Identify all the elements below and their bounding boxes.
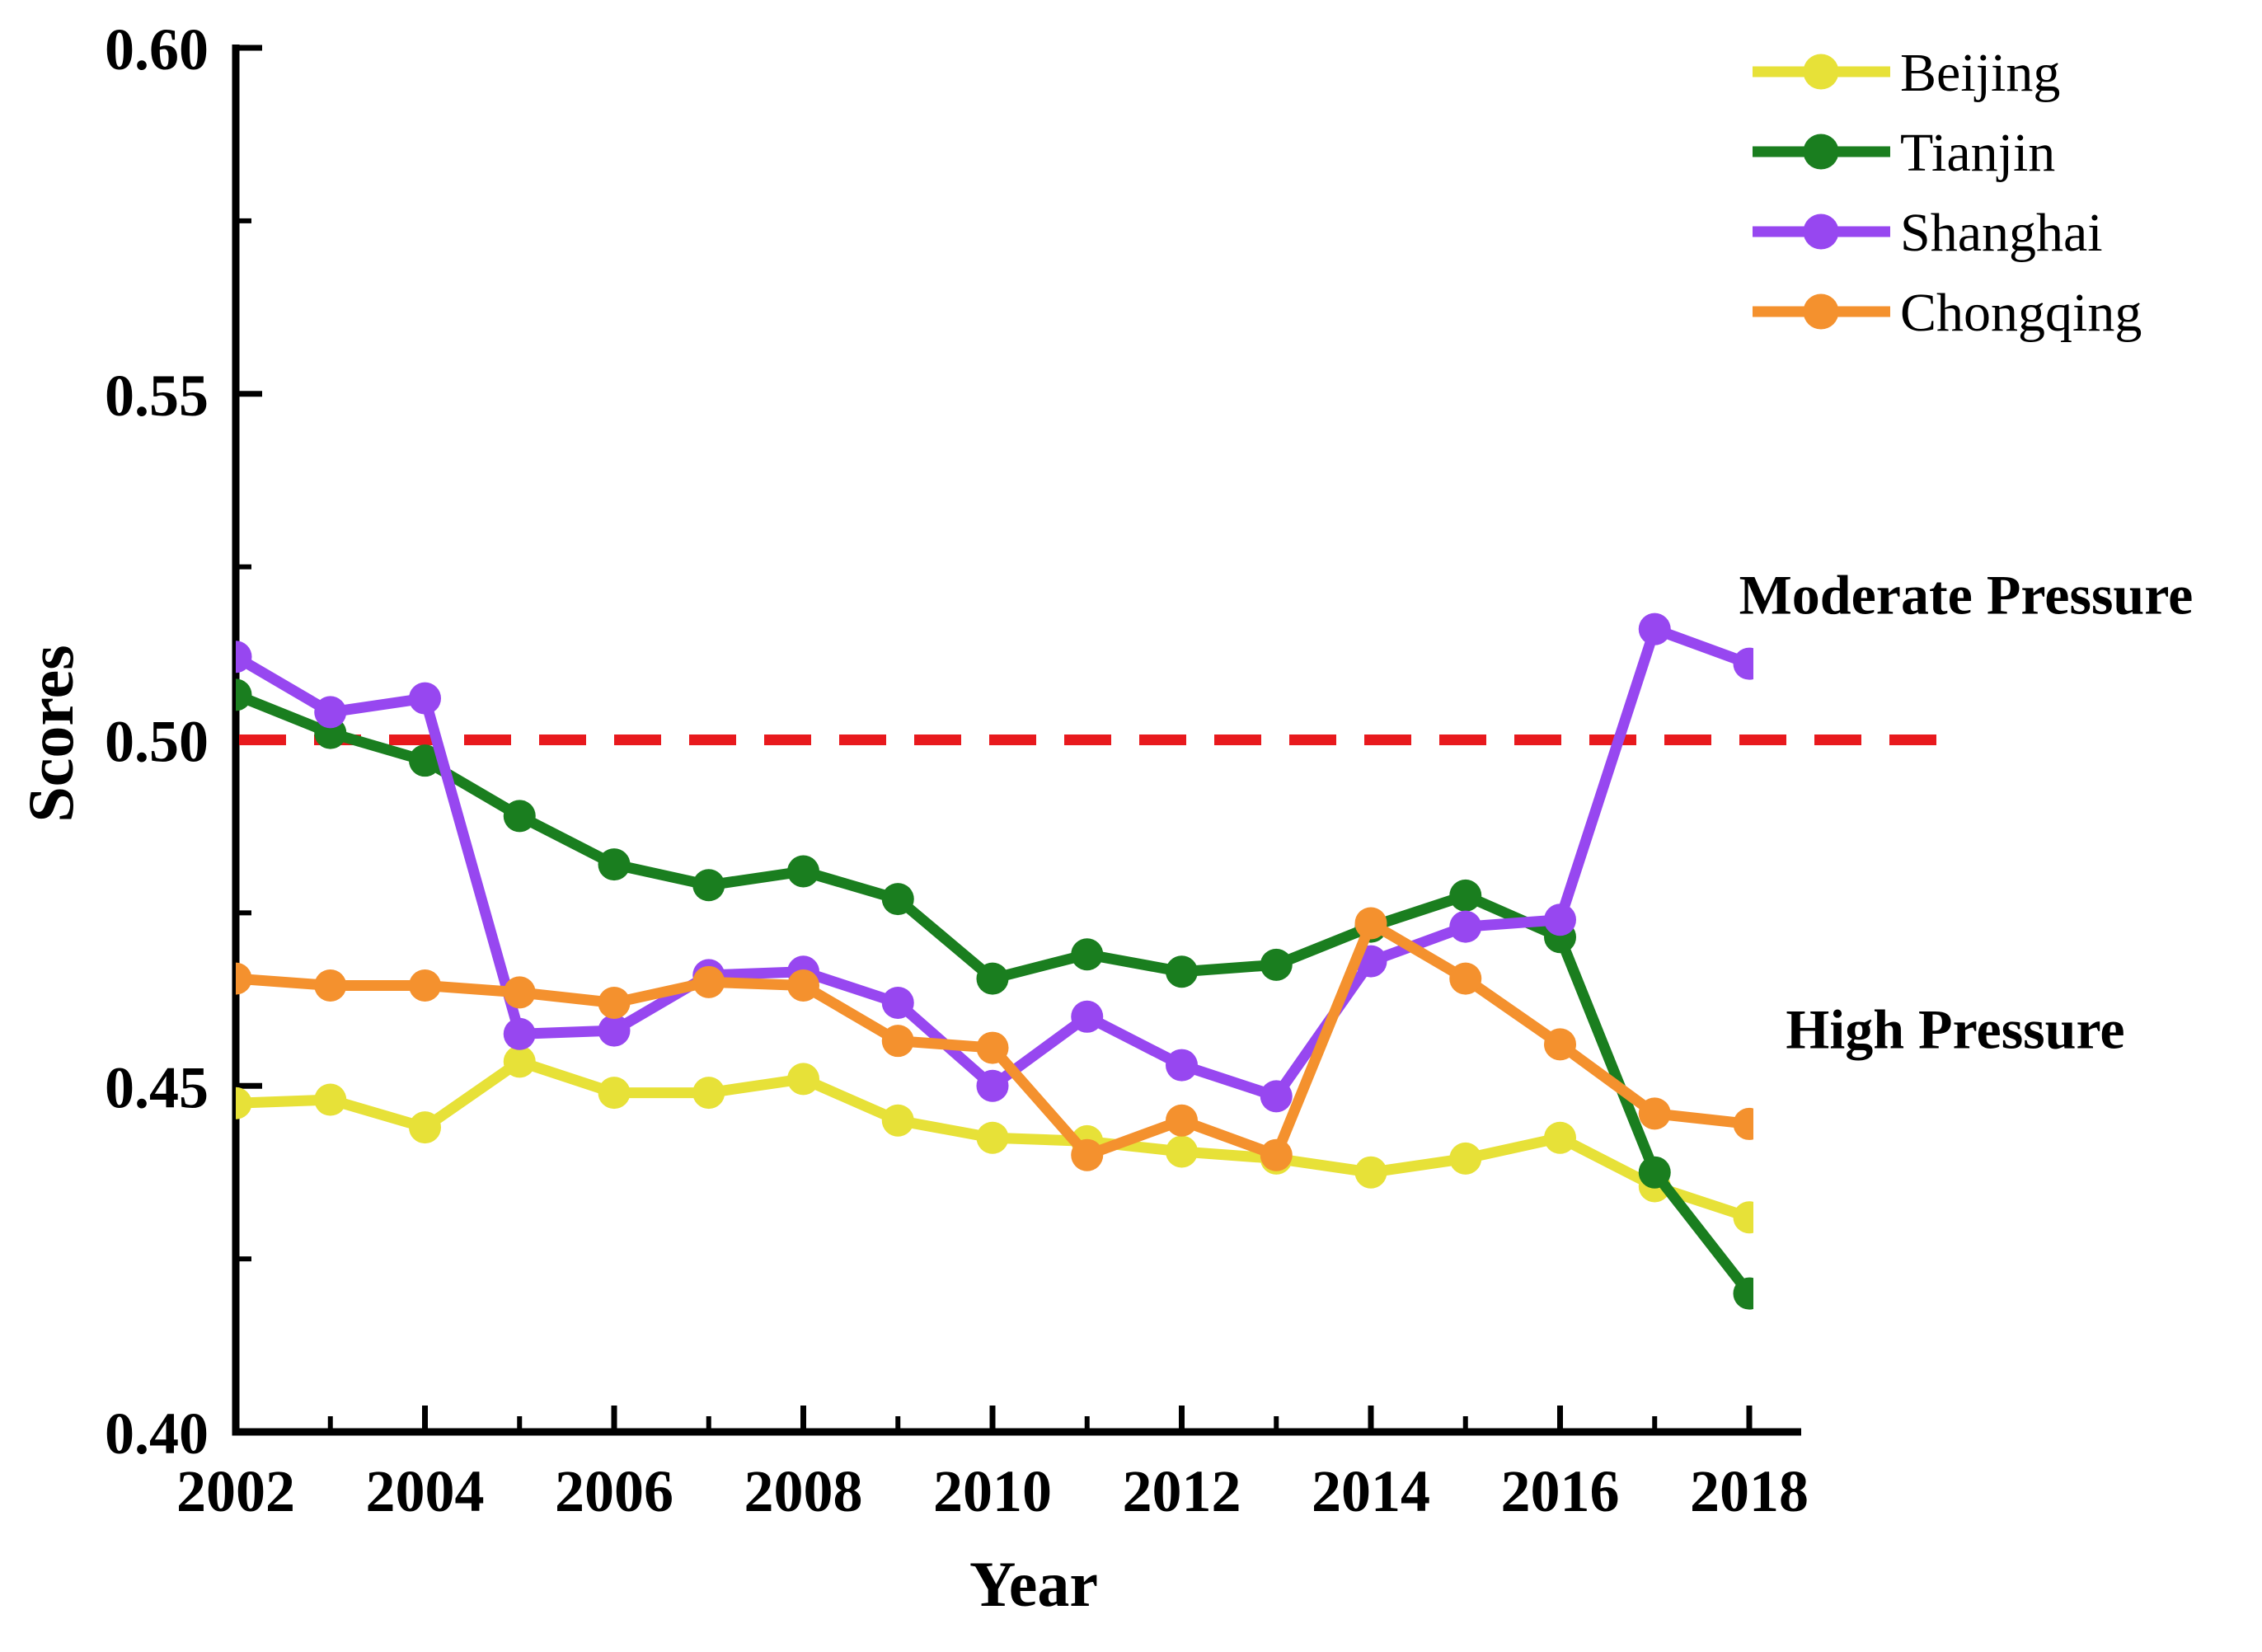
y-tick-label: 0.50: [105, 709, 209, 775]
y-tick-label: 0.45: [105, 1054, 209, 1120]
data-point-tianjin-2007: [692, 869, 725, 902]
data-point-beijing-2015: [1449, 1142, 1482, 1175]
legend-marker-shanghai: [1803, 214, 1839, 250]
data-point-tianjin-2017: [1638, 1156, 1671, 1189]
data-point-shanghai-2006: [598, 1014, 631, 1047]
data-point-shanghai-2017: [1638, 612, 1671, 645]
legend-marker-tianjin: [1803, 134, 1839, 170]
data-point-beijing-2018: [1733, 1201, 1753, 1234]
data-point-chongqing-2006: [598, 987, 631, 1020]
legend-marker-beijing: [1803, 54, 1839, 90]
x-tick-label: 2004: [366, 1458, 485, 1524]
data-point-beijing-2016: [1544, 1121, 1576, 1154]
legend-item-beijing: Beijing: [1753, 43, 2060, 103]
data-point-tianjin-2006: [598, 848, 631, 881]
data-point-shanghai-2009: [881, 987, 914, 1020]
data-point-tianjin-2004: [409, 744, 441, 777]
series-tianjin: [236, 678, 1753, 1310]
legend: Beijing Tianjin Shanghai Chongqing: [1753, 43, 2142, 343]
data-point-tianjin-2018: [1733, 1277, 1753, 1310]
data-point-beijing-2012: [1166, 1135, 1198, 1168]
data-point-chongqing-2007: [692, 965, 725, 998]
legend-label-shanghai: Shanghai: [1900, 203, 2103, 263]
y-axis-title: Scores: [15, 645, 87, 823]
y-tick-label: 0.40: [105, 1401, 209, 1467]
data-point-chongqing-2016: [1544, 1028, 1576, 1061]
data-point-tianjin-2010: [976, 962, 1009, 995]
data-point-tianjin-2011: [1071, 938, 1104, 971]
data-point-tianjin-2009: [881, 883, 914, 916]
data-point-chongqing-2012: [1166, 1104, 1198, 1137]
data-point-chongqing-2011: [1071, 1138, 1104, 1171]
data-point-chongqing-2009: [881, 1025, 914, 1058]
data-point-shanghai-2013: [1260, 1080, 1293, 1113]
data-point-beijing-2010: [976, 1121, 1009, 1154]
data-point-tianjin-2012: [1166, 955, 1198, 988]
x-axis-title: Year: [969, 1548, 1098, 1620]
data-point-beijing-2005: [503, 1045, 536, 1078]
legend-label-beijing: Beijing: [1900, 43, 2060, 103]
data-point-shanghai-2004: [409, 682, 441, 715]
data-point-chongqing-2013: [1260, 1138, 1293, 1171]
data-point-beijing-2009: [881, 1104, 914, 1137]
data-point-tianjin-2002: [236, 678, 252, 711]
data-point-chongqing-2008: [787, 969, 819, 1002]
data-point-chongqing-2010: [976, 1031, 1009, 1064]
x-tick-label: 2016: [1501, 1458, 1620, 1524]
series-line-shanghai: [236, 623, 1753, 1102]
x-tick-label: 2008: [744, 1458, 863, 1524]
legend-item-tianjin: Tianjin: [1753, 123, 2055, 183]
y-tick-label: 0.60: [105, 16, 209, 82]
data-point-chongqing-2014: [1354, 907, 1387, 940]
series-chongqing: [236, 907, 1753, 1171]
data-point-shanghai-2012: [1166, 1049, 1198, 1082]
x-tick-label: 2014: [1312, 1458, 1430, 1524]
data-point-shanghai-2005: [503, 1017, 536, 1050]
data-point-beijing-2004: [409, 1111, 441, 1144]
x-tick-label: 2012: [1123, 1458, 1241, 1524]
data-point-shanghai-2002: [236, 641, 252, 673]
legend-label-tianjin: Tianjin: [1900, 123, 2055, 183]
legend-item-shanghai: Shanghai: [1753, 203, 2103, 263]
data-point-tianjin-2008: [787, 855, 819, 888]
data-point-shanghai-2018: [1733, 647, 1753, 680]
legend-marker-chongqing: [1803, 293, 1839, 330]
axes: [232, 45, 1801, 1436]
x-tick-label: 2002: [176, 1458, 295, 1524]
data-point-shanghai-2003: [314, 696, 347, 729]
data-point-beijing-2003: [314, 1083, 347, 1116]
data-point-chongqing-2017: [1638, 1097, 1671, 1130]
data-point-beijing-2002: [236, 1086, 252, 1119]
annotation-high-pressure: High Pressure: [1786, 997, 2125, 1061]
data-point-chongqing-2003: [314, 969, 347, 1002]
data-point-shanghai-2011: [1071, 1000, 1104, 1033]
y-tick-label: 0.55: [105, 363, 209, 429]
data-point-tianjin-2005: [503, 800, 536, 833]
data-point-tianjin-2013: [1260, 948, 1293, 981]
x-tick-label: 2010: [933, 1458, 1052, 1524]
x-ticks: 2002 2004 2006 2008 2010 2012 2014 2016 2018: [176, 1406, 1809, 1524]
data-point-chongqing-2002: [236, 962, 252, 995]
legend-label-chongqing: Chongqing: [1900, 283, 2142, 343]
data-point-shanghai-2010: [976, 1069, 1009, 1102]
data-point-chongqing-2015: [1449, 962, 1482, 995]
data-point-shanghai-2016: [1544, 903, 1576, 936]
y-ticks: 0.60 0.55 0.50 0.45 0.40: [105, 16, 262, 1467]
data-point-beijing-2006: [598, 1077, 631, 1110]
data-point-beijing-2007: [692, 1077, 725, 1110]
x-tick-label: 2006: [555, 1458, 673, 1524]
annotation-moderate-pressure: Moderate Pressure: [1739, 563, 2194, 627]
data-point-beijing-2014: [1354, 1156, 1387, 1189]
data-point-chongqing-2004: [409, 969, 441, 1002]
data-point-tianjin-2015: [1449, 879, 1482, 912]
data-point-chongqing-2018: [1733, 1107, 1753, 1140]
data-point-beijing-2008: [787, 1063, 819, 1096]
legend-item-chongqing: Chongqing: [1753, 283, 2142, 343]
x-tick-label: 2018: [1690, 1458, 1809, 1524]
data-point-shanghai-2015: [1449, 910, 1482, 943]
data-point-chongqing-2005: [503, 976, 536, 1009]
